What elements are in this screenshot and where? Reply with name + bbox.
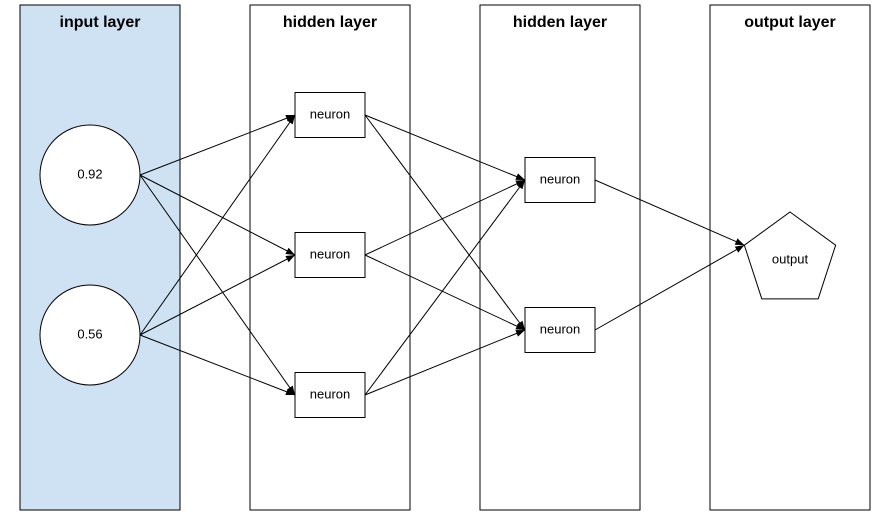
node-label-out1: output [772,251,809,266]
node-label-h1c: neuron [310,386,350,401]
layer-box-input [20,5,180,510]
node-label-h2a: neuron [540,171,580,186]
node-label-h2b: neuron [540,321,580,336]
node-label-h1a: neuron [310,106,350,121]
layer-title-hidden1: hidden layer [283,14,377,31]
node-label-in2: 0.56 [77,326,102,341]
node-label-in1: 0.92 [77,166,102,181]
node-label-h1b: neuron [310,246,350,261]
edges-group [140,115,744,395]
nn-diagram: input layer hidden layer hidden layer outpu… [0,0,882,516]
layer-title-input: input layer [60,14,141,31]
layer-title-output: output layer [744,14,836,31]
layer-box-hidden2 [480,5,640,510]
layer-title-hidden2: hidden layer [513,14,607,31]
